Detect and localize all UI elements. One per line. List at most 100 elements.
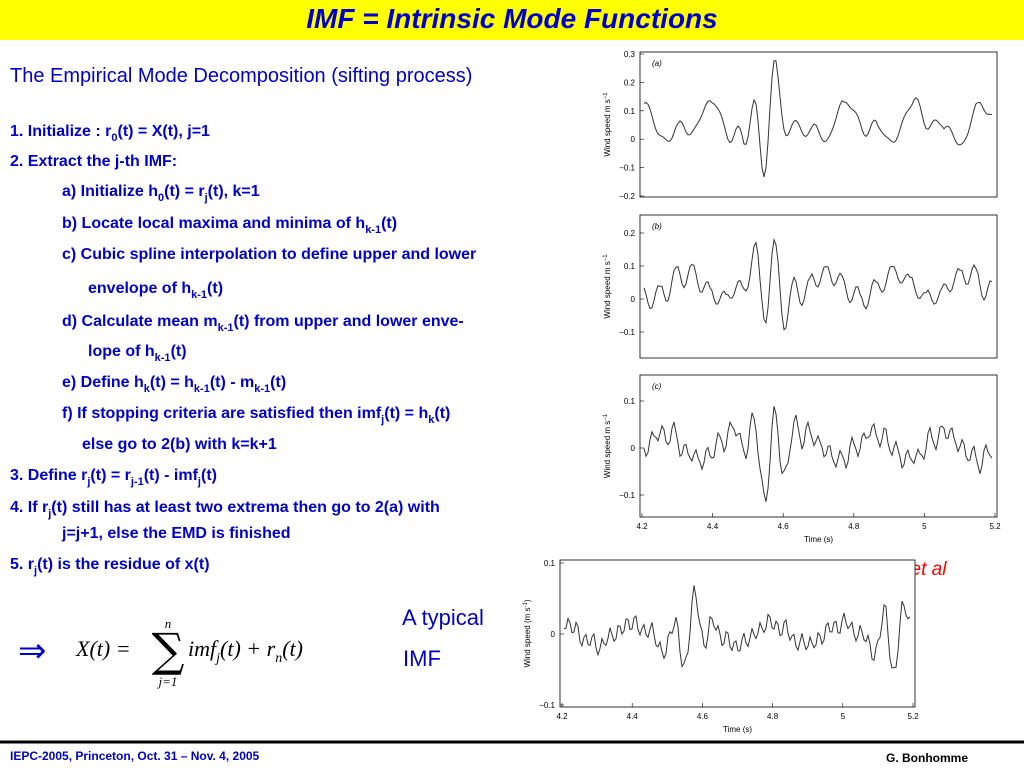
- text-run: (t) - m: [210, 374, 254, 391]
- text-run: a) Initialize h: [62, 183, 158, 200]
- y-tick-label: 0: [631, 135, 636, 144]
- step-line: b) Locate local maxima and minima of hk-…: [62, 215, 397, 236]
- script: j: [86, 476, 90, 488]
- y-tick-label: 0: [631, 444, 636, 453]
- y-tick-label: 0.1: [624, 262, 636, 271]
- plot-frame: [559, 559, 916, 708]
- step-line: 3. Define rj(t) = rj-1(t) - imfj(t): [10, 467, 217, 488]
- plot-frame: [639, 374, 998, 518]
- step-line: f) If stopping criteria are satisfied th…: [62, 405, 450, 426]
- text-run: e) Define h: [62, 374, 144, 391]
- x-tick-label: 5: [922, 522, 927, 531]
- x-tick-label: 4.8: [848, 522, 860, 531]
- y-tick-label: 0: [551, 630, 556, 639]
- text-run: 5. r: [10, 556, 34, 573]
- y-tick-label: 0.1: [544, 559, 556, 568]
- x-axis-label: Time (s): [804, 535, 833, 544]
- y-tick-label: 0.3: [624, 50, 636, 59]
- script: j: [214, 651, 220, 666]
- x-tick-label: 4.2: [556, 712, 568, 721]
- script: j: [33, 565, 37, 577]
- y-tick-label: 0.1: [624, 107, 636, 116]
- text-run: (t), k=1: [208, 183, 260, 200]
- text-run: Wind speed m s: [603, 421, 612, 478]
- y-axis-label: Wind speed m s−1: [603, 254, 612, 319]
- y-tick-label: 0: [631, 295, 636, 304]
- text-run: (t) = X(t), j=1: [117, 123, 210, 140]
- panel-label: (b): [652, 222, 662, 231]
- caption-line: A typical: [402, 605, 484, 630]
- text-run: (t): [434, 405, 450, 422]
- panel-label: (a): [652, 59, 662, 68]
- script: j: [204, 192, 208, 204]
- text-run: (t) = r: [164, 183, 204, 200]
- text-run: j=j+1, else the EMD is finished: [61, 525, 291, 542]
- footer-left: IEPC-2005, Princeton, Oct. 31 – Nov. 4, …: [10, 749, 260, 763]
- text-run: (t) is the residue of x(t): [37, 556, 209, 573]
- y-axis-label: Wind speed m s−1: [603, 92, 612, 157]
- step-line: c) Cubic spline interpolation to define …: [62, 246, 476, 263]
- title-bar: [0, 0, 1024, 40]
- y-tick-label: −0.1: [619, 164, 635, 173]
- formula-lhs: X(t) =: [75, 636, 131, 661]
- trace-illustration: [643, 60, 993, 178]
- script: j: [47, 508, 51, 520]
- x-tick-label: 4.6: [778, 522, 790, 531]
- x-axis-label: Time (s): [723, 725, 752, 734]
- step-line: lope of hk-1(t): [88, 343, 187, 364]
- step-line: 1. Initialize : r0(t) = X(t), j=1: [10, 123, 210, 144]
- text-run: 3. Define r: [10, 467, 87, 484]
- footer-right: G. Bonhomme: [886, 751, 968, 765]
- text-run: f) If stopping criteria are satisfied th…: [62, 405, 382, 422]
- x-tick-label: 5.2: [907, 712, 919, 721]
- y-tick-label: 0.2: [624, 78, 636, 87]
- script: k-1: [194, 383, 210, 395]
- script: k-1: [191, 289, 207, 301]
- text-run: lope of h: [88, 343, 155, 360]
- script: k-1: [218, 322, 234, 334]
- text-run: (t) - imf: [144, 467, 199, 484]
- text-run: envelope of h: [88, 280, 191, 297]
- x-tick-label: 5: [841, 712, 846, 721]
- x-tick-label: 4.6: [697, 712, 709, 721]
- y-tick-label: −0.1: [619, 491, 635, 500]
- step-line: a) Initialize h0(t) = rj(t), k=1: [62, 183, 260, 204]
- caption-line: IMF: [403, 646, 441, 671]
- script: k-1: [254, 383, 270, 395]
- step-line: d) Calculate mean mk-1(t) from upper and…: [62, 313, 464, 334]
- sum-sign: ∑: [152, 623, 185, 677]
- step-line: 2. Extract the j-th IMF:: [10, 153, 177, 170]
- heading: The Empirical Mode Decomposition (siftin…: [10, 65, 472, 87]
- y-tick-label: −0.2: [619, 192, 635, 201]
- script: −1: [603, 413, 609, 421]
- text-run: c) Cubic spline interpolation to define …: [62, 246, 476, 263]
- y-axis-label: Wind speed m s−1: [603, 413, 612, 478]
- text-run: (t) = h: [384, 405, 428, 422]
- step-line: j=j+1, else the EMD is finished: [61, 525, 291, 542]
- text-run: (t): [381, 215, 397, 232]
- x-tick-label: 5.2: [989, 522, 1001, 531]
- script: −1: [603, 92, 609, 100]
- y-tick-label: −0.1: [619, 328, 635, 337]
- text-run: (t): [207, 280, 223, 297]
- x-tick-label: 4.8: [767, 712, 779, 721]
- x-tick-label: 4.2: [636, 522, 648, 531]
- text-run: 1. Initialize : r: [10, 123, 111, 140]
- trace-illustration: [563, 585, 911, 669]
- formula: ⇒ X(t) = ∑ n j=1 imfj(t) + rn(t): [18, 616, 303, 689]
- text-run: Wind speed (m s: [523, 607, 532, 667]
- script: 0: [158, 192, 164, 204]
- step-line: e) Define hk(t) = hk-1(t) - mk-1(t): [62, 374, 286, 395]
- implies-arrow: ⇒: [18, 631, 47, 671]
- script: −1: [603, 254, 609, 262]
- text-run: (t) = r: [90, 467, 130, 484]
- trace-illustration: [643, 406, 993, 502]
- y-tick-label: 0.2: [624, 229, 636, 238]
- text-run: else go to 2(b) with k=k+1: [82, 436, 277, 453]
- text-run: (t) = h: [150, 374, 194, 391]
- script: k: [144, 383, 151, 395]
- script: k-1: [365, 224, 381, 236]
- text-run: (t) + r: [220, 636, 276, 661]
- y-tick-label: −0.1: [539, 701, 555, 710]
